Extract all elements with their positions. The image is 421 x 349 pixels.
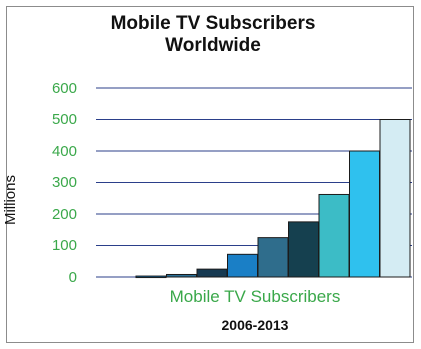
y-tick-label: 400 [51, 143, 77, 160]
bar [318, 193, 350, 278]
chart-title-line-1: Mobile TV Subscribers [110, 13, 316, 34]
y-tick-label: 300 [51, 174, 77, 191]
y-tick-label: 200 [51, 206, 77, 223]
y-tick-label: 500 [51, 111, 77, 128]
bar [349, 150, 380, 278]
chart-frame [6, 6, 414, 343]
y-tick-label: 100 [51, 237, 77, 254]
bar [379, 119, 411, 278]
bar [288, 221, 319, 278]
bar [166, 273, 197, 278]
date-range-note: 2006-2013 [221, 317, 289, 333]
y-tick-label: 0 [68, 269, 77, 286]
chart-title-line-2: Worldwide [165, 35, 261, 56]
bar [227, 253, 258, 278]
bar [257, 237, 289, 278]
y-tick-label: 600 [51, 80, 77, 97]
bar [135, 275, 167, 279]
x-axis-label: Mobile TV Subscribers [169, 287, 341, 306]
bar [196, 268, 228, 278]
